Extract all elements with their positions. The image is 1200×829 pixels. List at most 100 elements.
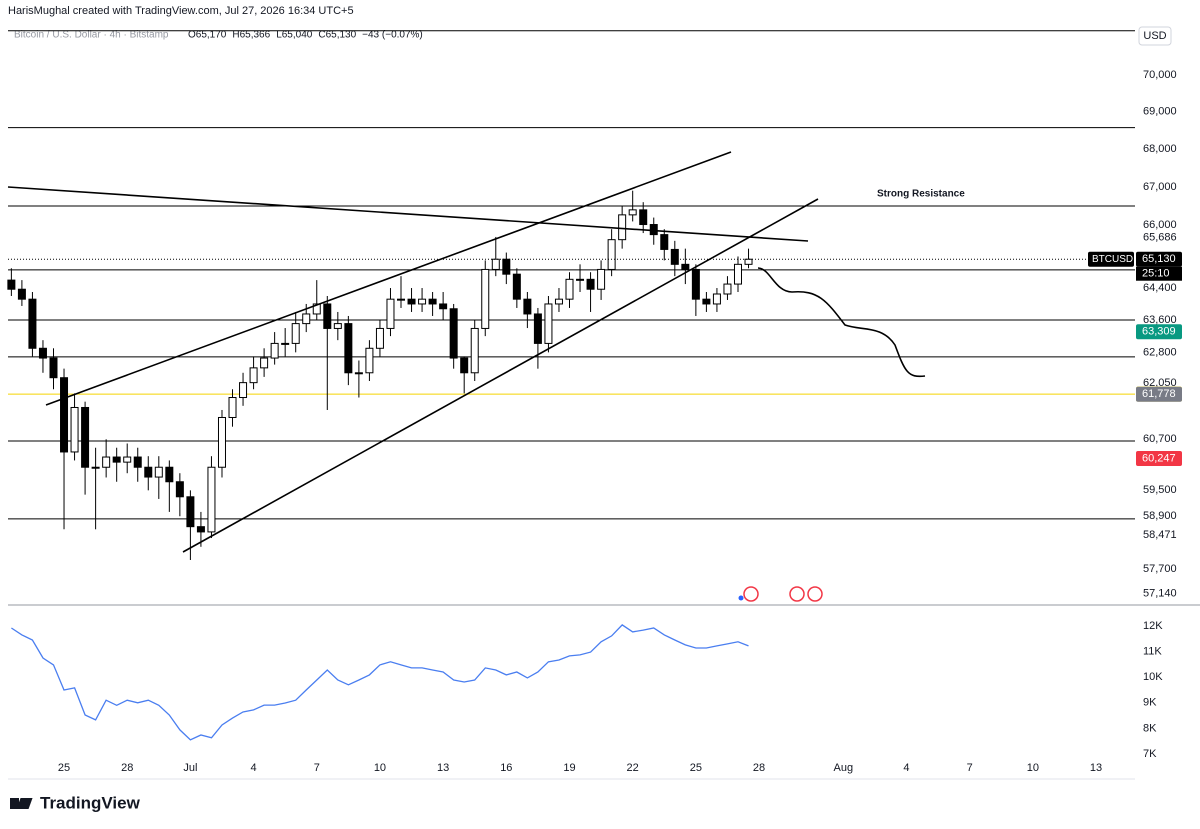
currency-box[interactable] (1138, 26, 1172, 46)
y-tick-label: 11K (1143, 645, 1162, 657)
candle-body (228, 397, 237, 418)
x-tick-label: 22 (627, 762, 639, 774)
candle-body (723, 283, 732, 295)
candle-body (49, 357, 58, 379)
candle-body (386, 298, 395, 329)
candle-body (291, 323, 300, 344)
currency: USD (1143, 30, 1166, 42)
candle-body (344, 323, 353, 374)
x-tick-label: Jul (183, 762, 197, 774)
price-label-box (1136, 450, 1182, 466)
candle-body (660, 234, 669, 250)
candle-body (60, 377, 69, 453)
candle-body (17, 288, 26, 300)
candle-body (491, 258, 500, 270)
candle-body (565, 278, 574, 300)
candle-body (544, 303, 553, 344)
x-tick-label: 7 (314, 762, 320, 774)
trendline (7, 186, 809, 242)
price-label: 58,471 (1143, 529, 1177, 541)
ohlc-value: H65,366 (232, 30, 270, 41)
y-tick-label: 62,800 (1143, 346, 1177, 358)
y-tick-label: 9K (1143, 697, 1157, 709)
candle-body (586, 278, 595, 290)
ohlc-value: O65,170 (188, 30, 227, 41)
candle-body (186, 496, 195, 528)
candle-body (428, 298, 437, 305)
candle-body (649, 224, 658, 236)
x-tick-label: 10 (374, 762, 386, 774)
candle-body (628, 209, 637, 216)
candle-body (196, 526, 205, 533)
candle-body (144, 466, 153, 478)
price-label: 65,130 (1142, 253, 1176, 265)
candle-body (175, 481, 184, 498)
channel-lower (182, 198, 819, 553)
candle-body (733, 263, 742, 285)
y-tick-label: 59,500 (1143, 484, 1177, 496)
annotation: Strong Resistance (877, 189, 965, 200)
candle-body (576, 278, 585, 281)
x-tick-label: 25 (690, 762, 702, 774)
candle-body (28, 298, 37, 349)
x-tick-label: 28 (121, 762, 133, 774)
candle-body (449, 308, 458, 359)
candle-body (217, 416, 226, 468)
candle-body (302, 313, 311, 325)
symbol-tag: BTCUSD (1092, 254, 1133, 265)
y-tick-label: 66,000 (1143, 219, 1177, 231)
event-icons (738, 586, 823, 602)
channel-upper (45, 151, 732, 406)
candle-body (154, 466, 163, 478)
credit: HarisMughal created with TradingView.com… (8, 5, 354, 17)
candle-body (102, 456, 111, 468)
candle-body (165, 466, 174, 483)
candle-body (312, 303, 321, 315)
x-tick-label: 25 (58, 762, 70, 774)
candle-body (91, 466, 100, 469)
candle-body (607, 239, 616, 270)
candle-body (70, 406, 79, 453)
candle-body (207, 466, 216, 533)
candle-body (481, 268, 490, 329)
y-tick-label: 10K (1143, 671, 1163, 683)
ohlc-value: C65,130 (318, 30, 356, 41)
countdown: 25:10 (1142, 268, 1170, 280)
price-label: 63,309 (1142, 326, 1176, 338)
price-label-box (1136, 386, 1182, 402)
y-tick-label: 64,400 (1143, 282, 1177, 294)
candle-body (38, 347, 47, 359)
candle-body (81, 406, 90, 468)
candle-body (533, 313, 542, 344)
candle-body (702, 298, 711, 305)
candle-body (502, 258, 511, 275)
candle-body (375, 327, 384, 349)
candle-body (112, 456, 121, 463)
symbol-tag-box (1088, 251, 1134, 267)
drawings (7, 151, 926, 602)
candle-body (554, 298, 563, 305)
candle-body (597, 268, 606, 290)
candle-body (681, 263, 690, 270)
candle-body (512, 273, 521, 300)
candle-body (133, 456, 142, 468)
y-tick-label: 63,600 (1143, 314, 1177, 326)
candle-body (249, 367, 258, 384)
x-tick-label: 10 (1027, 762, 1039, 774)
y-tick-label: 12K (1143, 620, 1163, 632)
candle-body (333, 323, 342, 329)
ohlc-value: L65,040 (276, 30, 313, 41)
x-tick-label: 16 (500, 762, 512, 774)
candle-body (397, 298, 406, 301)
indicator-line (11, 624, 749, 741)
candle-body (418, 298, 427, 305)
x-tick-label: 28 (753, 762, 765, 774)
y-tick-label: 67,000 (1143, 181, 1177, 193)
x-tick-label: Aug (834, 762, 854, 774)
x-tick-label: 19 (563, 762, 575, 774)
y-tick-label: 68,000 (1143, 143, 1177, 155)
candle-body (670, 248, 679, 265)
candle-body (365, 347, 374, 374)
